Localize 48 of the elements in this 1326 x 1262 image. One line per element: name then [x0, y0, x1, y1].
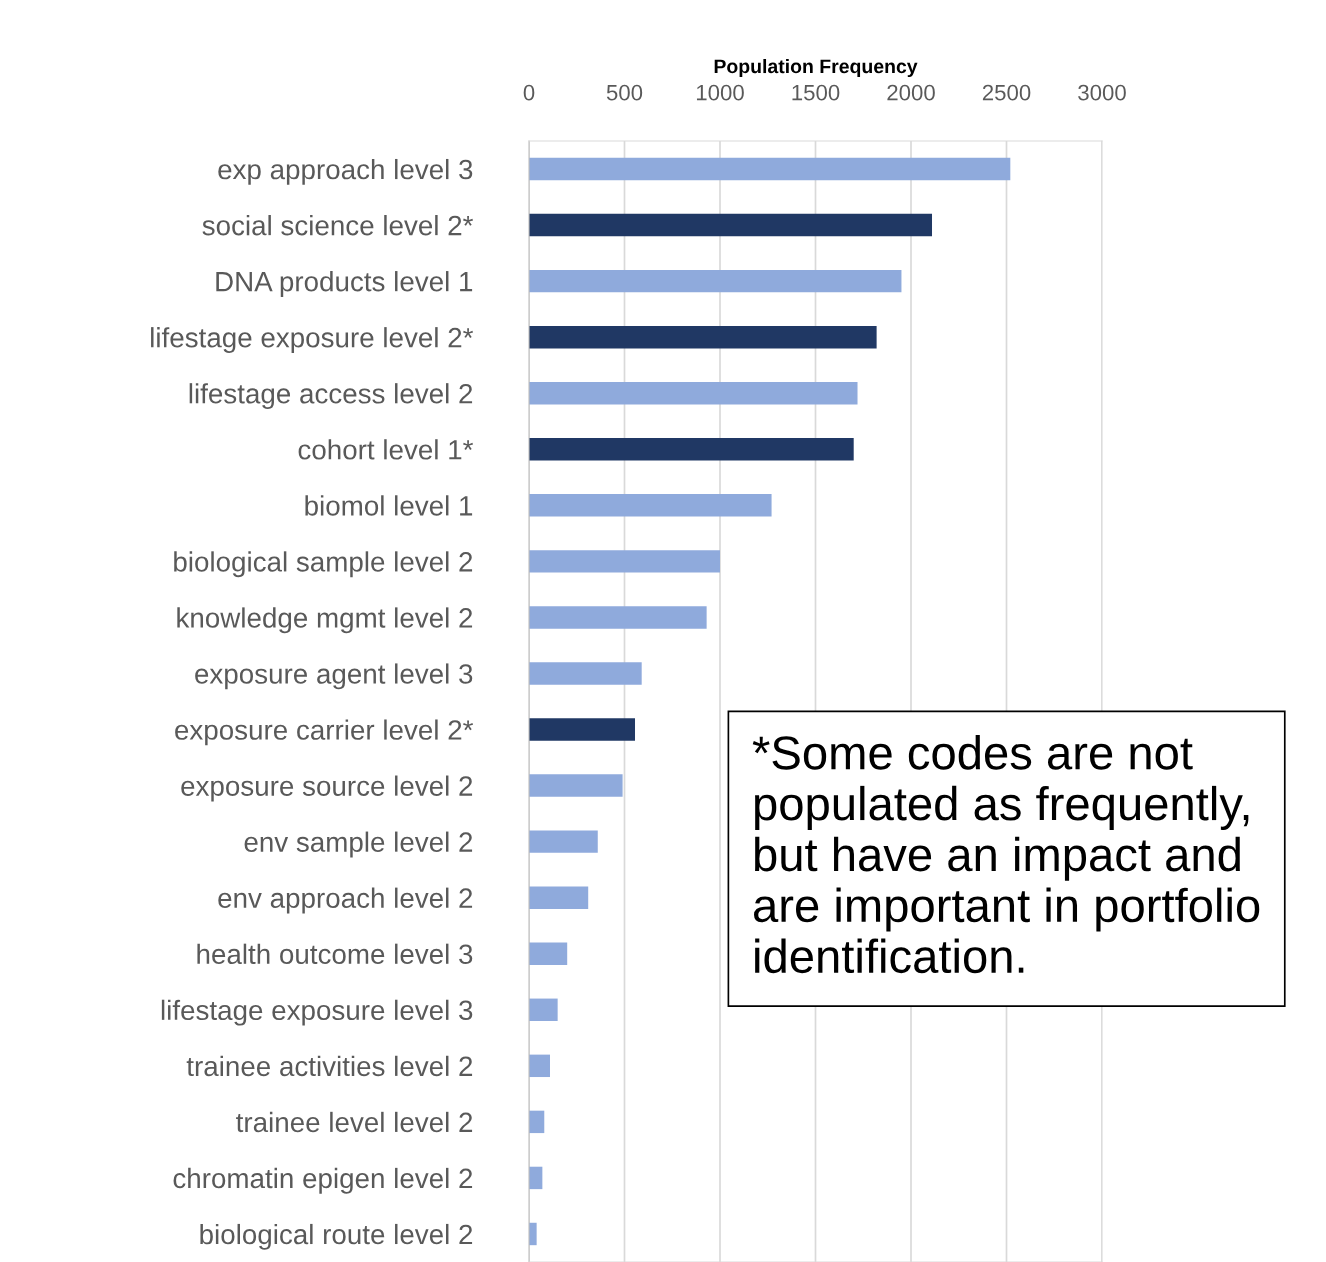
x-tick-label: 1000	[696, 84, 744, 101]
y-tick-label: biological sample level 2	[174, 551, 473, 578]
annotation: *Some codes are not populated as frequently, but have an impact and are important in portfolio identification.	[752, 735, 1260, 974]
bar	[529, 325, 877, 349]
y-tick-label: exp approach level 3	[218, 158, 473, 185]
y-tick-label: social science level 2*	[202, 215, 474, 236]
y-tick-label: exposure source level 2	[181, 775, 473, 802]
bar	[529, 606, 707, 629]
x-tick-label: 500	[606, 84, 643, 101]
bar	[529, 1222, 537, 1246]
x-tick-label: 0	[523, 84, 535, 101]
x-tick-label: 3000	[1078, 84, 1126, 101]
y-tick-label: health outcome level 3	[197, 943, 473, 965]
x-tick-label: 2000	[887, 84, 935, 101]
bar	[529, 157, 1011, 181]
bar	[529, 830, 598, 853]
y-tick-label: DNA products level 1	[216, 271, 473, 297]
y-tick-label: trainee level level 2	[236, 1111, 473, 1133]
bar	[529, 886, 589, 909]
bar	[529, 382, 858, 405]
y-tick-label: exposure carrier level 2*	[175, 719, 474, 746]
y-tick-label: cohort level 1*	[298, 439, 474, 460]
x-tick-label: 2500	[982, 84, 1031, 101]
y-tick-label: env approach level 2	[218, 887, 473, 914]
bar	[529, 718, 636, 741]
y-tick-label: chromatin epigen level 2	[173, 1167, 473, 1194]
y-tick-label: lifestage exposure level 3	[161, 999, 473, 1026]
bar	[529, 494, 772, 517]
y-tick-label: biological route level 2	[200, 1223, 473, 1250]
bar	[529, 269, 902, 293]
bar	[529, 774, 623, 797]
y-tick-label: biomol level 1	[305, 495, 473, 516]
y-tick-label: lifestage access level 2	[189, 383, 473, 410]
y-tick-label: exposure agent level 3	[195, 663, 473, 690]
bar	[529, 942, 568, 965]
bar	[529, 662, 642, 685]
bar	[529, 213, 933, 237]
bar	[529, 438, 854, 461]
bar	[529, 1110, 545, 1134]
x-tick-label: 1500	[792, 84, 840, 101]
y-tick-label: trainee activities level 2	[186, 1055, 473, 1077]
y-tick-label: lifestage exposure level 2*	[151, 327, 474, 353]
bar	[529, 1054, 551, 1078]
y-tick-label: knowledge mgmt level 2	[177, 607, 473, 634]
bar	[529, 550, 720, 573]
x-axis-title: Population Frequency	[714, 58, 918, 78]
y-tick-label: env sample level 2	[244, 831, 473, 858]
bar	[529, 998, 558, 1021]
